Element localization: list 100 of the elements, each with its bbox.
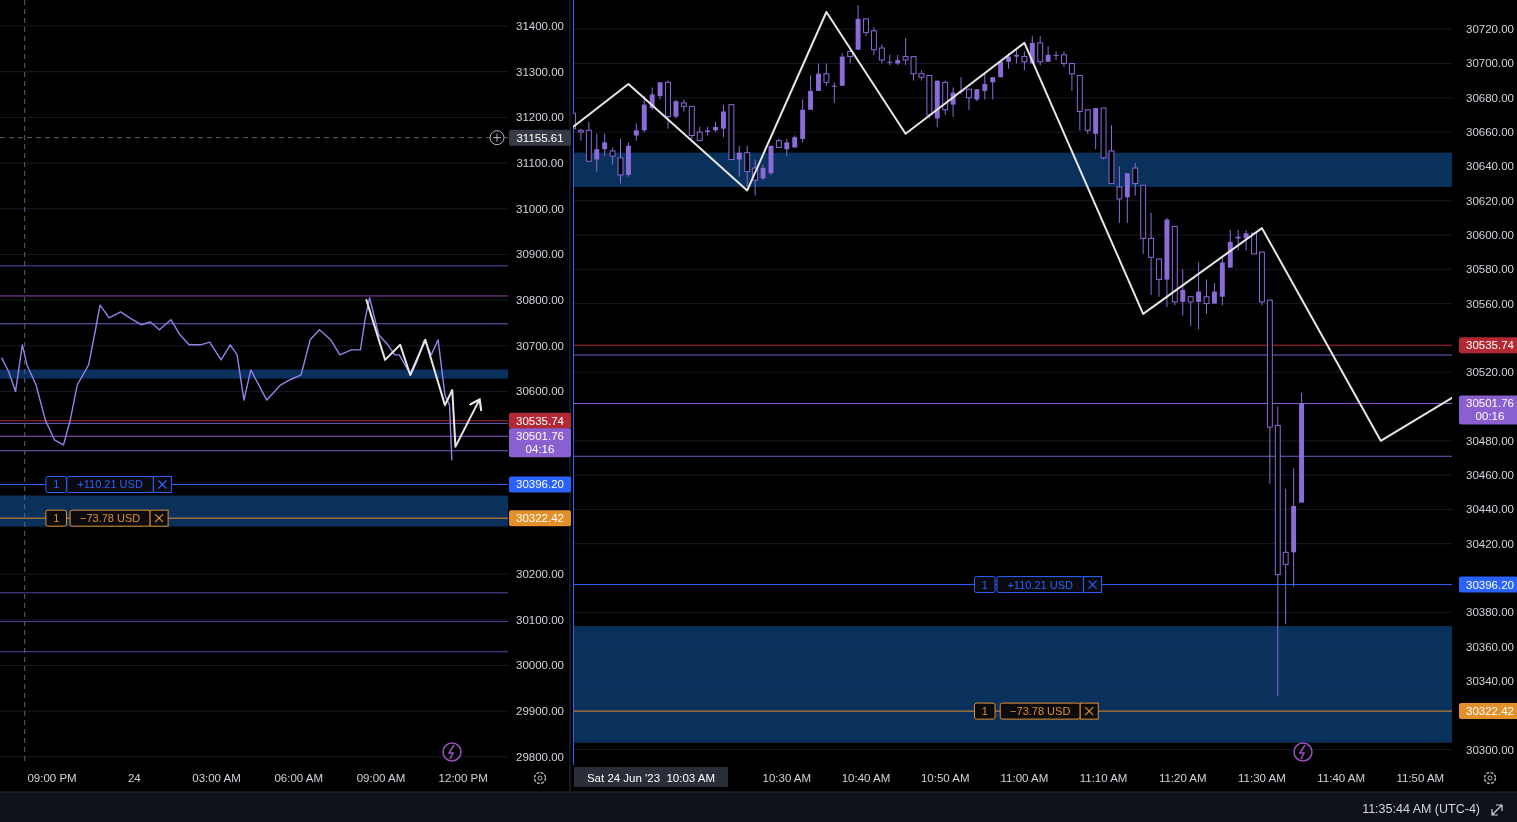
annotation: 1 — [981, 705, 988, 718]
candlestick — [887, 54, 893, 66]
y-tick-label: 30000.00 — [516, 659, 564, 672]
candlestick — [1132, 162, 1139, 197]
candlestick — [1068, 62, 1075, 92]
annotation: +110.21 USD — [1007, 578, 1074, 591]
x-tick-label: 09:00 PM — [27, 772, 77, 784]
x-tick-label: 10:50 AM — [920, 772, 970, 784]
x-tick-label: 11:00 AM — [1000, 772, 1049, 784]
candlestick — [1196, 261, 1202, 330]
candlestick — [823, 62, 830, 87]
ref-line-label: 30535.74 — [516, 414, 565, 427]
candlestick — [577, 128, 584, 142]
x-tick-label: 11:20 AM — [1158, 772, 1207, 784]
y-tick-label: 29800.00 — [516, 750, 564, 763]
x-tick-label: 09:00 AM — [356, 772, 406, 784]
x-tick-label: 11:40 AM — [1317, 772, 1366, 784]
ref-line-label: 30322.42 — [516, 512, 564, 525]
ref-line-label: Sat 24 Jun '23 10:03 AM — [586, 772, 716, 784]
x-tick-label: 12:00 PM — [438, 772, 488, 784]
y-tick-label: 31000.00 — [516, 202, 564, 215]
candlestick — [1021, 50, 1028, 71]
y-tick-label: 31100.00 — [516, 157, 564, 170]
y-tick-label: 30720.00 — [1466, 23, 1514, 36]
ref-line-label: 30396.20 — [516, 478, 564, 491]
y-tick-label: 30380.00 — [1466, 606, 1514, 619]
y-tick-label: 30580.00 — [1466, 263, 1514, 276]
candlestick — [736, 145, 742, 178]
y-tick-label: 30640.00 — [1466, 160, 1514, 173]
y-tick-label: 30560.00 — [1466, 297, 1514, 310]
y-tick-label: 30620.00 — [1466, 194, 1514, 207]
y-tick-label: 31200.00 — [516, 111, 564, 124]
candlestick — [680, 98, 687, 112]
y-tick-label: 30440.00 — [1466, 503, 1514, 516]
candlestick — [617, 138, 624, 185]
x-tick-label: 11:10 AM — [1079, 772, 1128, 784]
candlestick — [744, 145, 751, 188]
text: 11:35:44 AM (UTC-4) — [1362, 802, 1480, 816]
annotation: −73.78 USD — [1010, 705, 1071, 718]
ref-line-label: 30501.76 00:16 — [1466, 397, 1514, 423]
candlestick — [808, 74, 814, 111]
candlestick — [1037, 35, 1044, 66]
y-tick-label: 30460.00 — [1466, 469, 1514, 482]
annotation: +110.21 USD — [77, 478, 143, 491]
line-series — [1, 297, 453, 461]
line-series — [573, 11, 1452, 442]
ref-line-label: 30535.74 — [1466, 339, 1515, 352]
candlestick — [594, 133, 600, 173]
candlestick — [1053, 50, 1059, 61]
x-tick-label: 03:00 AM — [192, 772, 241, 784]
y-tick-label: 30700.00 — [1466, 57, 1514, 70]
ref-line-label: 30322.42 — [1466, 705, 1514, 718]
y-tick-label: 30340.00 — [1466, 674, 1514, 687]
x-tick-label: 06:00 AM — [274, 772, 324, 784]
y-tick-label: 30700.00 — [516, 339, 564, 352]
y-tick-label: 30600.00 — [1466, 228, 1514, 241]
candlestick — [982, 73, 988, 100]
ref-line-label: 30501.76 04:16 — [516, 430, 564, 456]
y-tick-label: 31300.00 — [516, 65, 564, 78]
candlestick — [990, 76, 996, 100]
ref-line-label: 31155.61 — [516, 131, 564, 144]
annotation: 1 — [981, 578, 988, 591]
x-tick-label: 24 — [127, 772, 142, 784]
candlestick — [831, 81, 837, 104]
candlestick — [1211, 282, 1217, 305]
candlestick — [1156, 258, 1162, 298]
annotation: 1 — [53, 512, 60, 525]
y-tick-label: 30300.00 — [1466, 743, 1514, 756]
y-tick-label: 30900.00 — [516, 248, 564, 261]
y-tick-label: 30660.00 — [1466, 126, 1514, 139]
candlestick — [1282, 488, 1289, 625]
x-tick-label: 11:50 AM — [1396, 772, 1445, 784]
candlestick — [1203, 279, 1210, 315]
annotation: 1 — [53, 478, 60, 491]
candlestick — [878, 44, 885, 64]
y-tick-label: 30680.00 — [1466, 91, 1514, 104]
candlestick — [1180, 268, 1186, 317]
annotation: −73.78 USD — [79, 512, 141, 525]
candlestick — [602, 133, 608, 157]
candlestick — [1148, 212, 1155, 296]
candlestick — [673, 98, 679, 119]
y-tick-label: 30600.00 — [516, 385, 564, 398]
x-tick-label: 10:30 AM — [762, 772, 812, 784]
ref-line-label: 30396.20 — [1466, 578, 1514, 591]
candlestick — [1045, 45, 1051, 63]
y-tick-label: 30200.00 — [516, 568, 564, 581]
y-tick-label: 31400.00 — [516, 20, 564, 33]
candlestick — [721, 104, 726, 138]
candlestick — [1243, 229, 1249, 251]
y-tick-label: 30480.00 — [1466, 434, 1514, 447]
candlestick — [965, 88, 972, 111]
candlestick — [1187, 296, 1194, 327]
candlestick — [816, 62, 821, 92]
y-tick-label: 29900.00 — [516, 705, 564, 718]
candlestick — [870, 26, 877, 56]
y-tick-label: 30360.00 — [1466, 640, 1514, 653]
candlestick — [1116, 165, 1123, 224]
y-tick-label: 30520.00 — [1466, 366, 1514, 379]
y-tick-label: 30420.00 — [1466, 537, 1514, 550]
y-tick-label: 30100.00 — [516, 613, 564, 626]
